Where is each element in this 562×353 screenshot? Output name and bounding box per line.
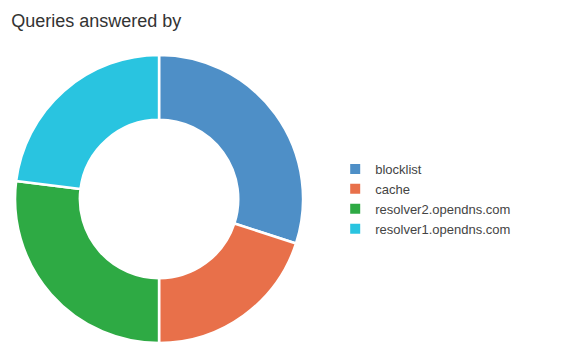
svg-text:resolver1.opendns.com: resolver1.opendns.com xyxy=(375,222,510,237)
svg-text:cache: cache xyxy=(375,182,410,197)
svg-text:Queries answered by: Queries answered by xyxy=(11,11,181,31)
svg-text:resolver2.opendns.com: resolver2.opendns.com xyxy=(375,202,510,217)
svg-text:blocklist: blocklist xyxy=(375,162,422,177)
